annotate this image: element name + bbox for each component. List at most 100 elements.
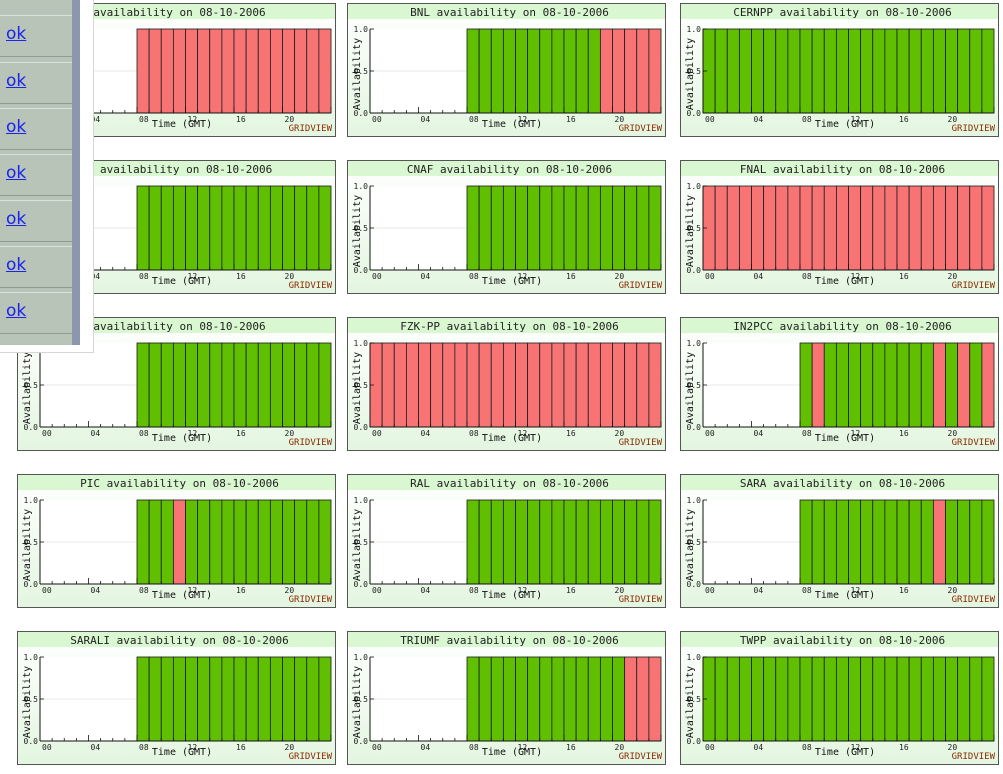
availability-bar: [945, 185, 959, 271]
availability-bar: [896, 656, 910, 742]
availability-bar: [245, 499, 259, 585]
availability-bar: [563, 499, 577, 585]
availability-bar: [860, 28, 874, 114]
availability-bar: [799, 28, 813, 114]
chart-header: [681, 4, 998, 19]
x-tick-label: 12: [188, 429, 198, 438]
y-tick-label: 0.0: [24, 580, 39, 589]
availability-bar: [221, 342, 235, 428]
y-tick-label: 0.5: [24, 695, 39, 704]
status-link[interactable]: ok: [6, 71, 27, 91]
status-link[interactable]: ok: [6, 117, 27, 137]
x-tick-label: 16: [899, 429, 909, 438]
gridview-watermark: GRIDVIEW: [952, 438, 996, 448]
chart-title: IN2PCC availability on 08-10-2006: [733, 320, 952, 333]
availability-chart: RAL availability on 08-10-2006 00 04 08 12 16…: [347, 474, 666, 608]
availability-chart: SARALI availability on 08-10-2006 00 04 08 1…: [17, 631, 336, 765]
y-axis-label: Availability: [685, 666, 696, 738]
availability-chart: CERNPP availability on 08-10-2006 00 04 08 1…: [680, 3, 999, 137]
x-tick-label: 00: [705, 272, 715, 281]
x-tick-label: 20: [948, 115, 958, 124]
availability-bar: [257, 185, 271, 271]
availability-bar: [209, 656, 223, 742]
availability-bar: [932, 656, 946, 742]
availability-chart: TRIUMF availability on 08-10-2006 00 04 08 1…: [347, 631, 666, 765]
x-axis-label: Time (GMT): [152, 433, 212, 444]
gridview-watermark: GRIDVIEW: [619, 124, 663, 134]
x-tick-label: 04: [754, 743, 764, 752]
availability-bar: [502, 342, 516, 428]
availability-bar: [587, 342, 601, 428]
status-link[interactable]: ok: [6, 301, 27, 321]
availability-bar: [454, 342, 468, 428]
availability-bar: [932, 499, 946, 585]
availability-bar: [969, 342, 983, 428]
availability-bar: [896, 499, 910, 585]
x-tick-label: 00: [42, 586, 52, 595]
x-axis-label: Time (GMT): [815, 747, 875, 758]
availability-bar: [884, 28, 898, 114]
chart-svg: IN2PCC availability on 08-10-2006 00 04 08 1…: [680, 317, 999, 451]
chart-svg: SARA availability on 08-10-2006 00 04 08 12 1…: [680, 474, 999, 608]
availability-bar: [763, 28, 777, 114]
availability-bar: [648, 342, 662, 428]
availability-bar: [233, 28, 247, 114]
x-tick-label: 00: [705, 429, 715, 438]
status-link[interactable]: ok: [6, 209, 27, 229]
x-tick-label: 04: [421, 743, 431, 752]
status-link[interactable]: ok: [6, 163, 27, 183]
gridview-watermark: GRIDVIEW: [952, 752, 996, 762]
status-popup: ok ok ok ok ok ok ok: [0, 0, 94, 353]
x-tick-label: 04: [421, 586, 431, 595]
x-tick-label: 04: [91, 115, 101, 124]
x-tick-label: 04: [421, 429, 431, 438]
y-tick-label: 1.0: [354, 339, 369, 348]
availability-bar: [539, 28, 553, 114]
status-row: ok: [0, 108, 72, 150]
availability-bar: [945, 656, 959, 742]
status-link[interactable]: ok: [6, 255, 27, 275]
availability-bar: [539, 656, 553, 742]
availability-bar: [245, 342, 259, 428]
availability-bar: [527, 342, 541, 428]
x-tick-label: 16: [566, 586, 576, 595]
y-tick-label: 0.0: [687, 580, 702, 589]
x-tick-label: 12: [518, 743, 528, 752]
x-axis-label: Time (GMT): [815, 276, 875, 287]
gridview-watermark: GRIDVIEW: [952, 124, 996, 134]
status-row: ok: [0, 246, 72, 288]
availability-bar: [197, 499, 211, 585]
chart-header: [681, 318, 998, 333]
availability-bar: [811, 28, 825, 114]
availability-bar: [599, 656, 613, 742]
x-tick-label: 08: [139, 429, 149, 438]
availability-bar: [714, 185, 728, 271]
x-tick-label: 16: [566, 429, 576, 438]
x-tick-label: 20: [615, 115, 625, 124]
availability-bar: [148, 185, 162, 271]
availability-bar: [515, 499, 529, 585]
availability-bar: [160, 185, 174, 271]
x-tick-label: 16: [566, 743, 576, 752]
availability-bar: [221, 499, 235, 585]
y-tick-label: 0.0: [687, 737, 702, 746]
availability-bar: [787, 185, 801, 271]
availability-bar: [908, 185, 922, 271]
availability-bar: [823, 499, 837, 585]
availability-bar: [466, 342, 480, 428]
availability-bar: [981, 499, 995, 585]
x-tick-label: 20: [948, 586, 958, 595]
availability-bar: [430, 342, 444, 428]
status-link[interactable]: ok: [6, 24, 27, 44]
availability-bar: [136, 185, 150, 271]
availability-bar: [294, 656, 308, 742]
availability-bar: [981, 342, 995, 428]
chart-title: availability on 08-10-2006: [93, 320, 265, 333]
availability-bar: [318, 656, 332, 742]
gridview-watermark: GRIDVIEW: [289, 281, 333, 291]
availability-bar: [738, 656, 752, 742]
availability-bar: [257, 499, 271, 585]
availability-bar: [318, 342, 332, 428]
x-axis-label: Time (GMT): [152, 590, 212, 601]
y-tick-label: 1.0: [354, 496, 369, 505]
